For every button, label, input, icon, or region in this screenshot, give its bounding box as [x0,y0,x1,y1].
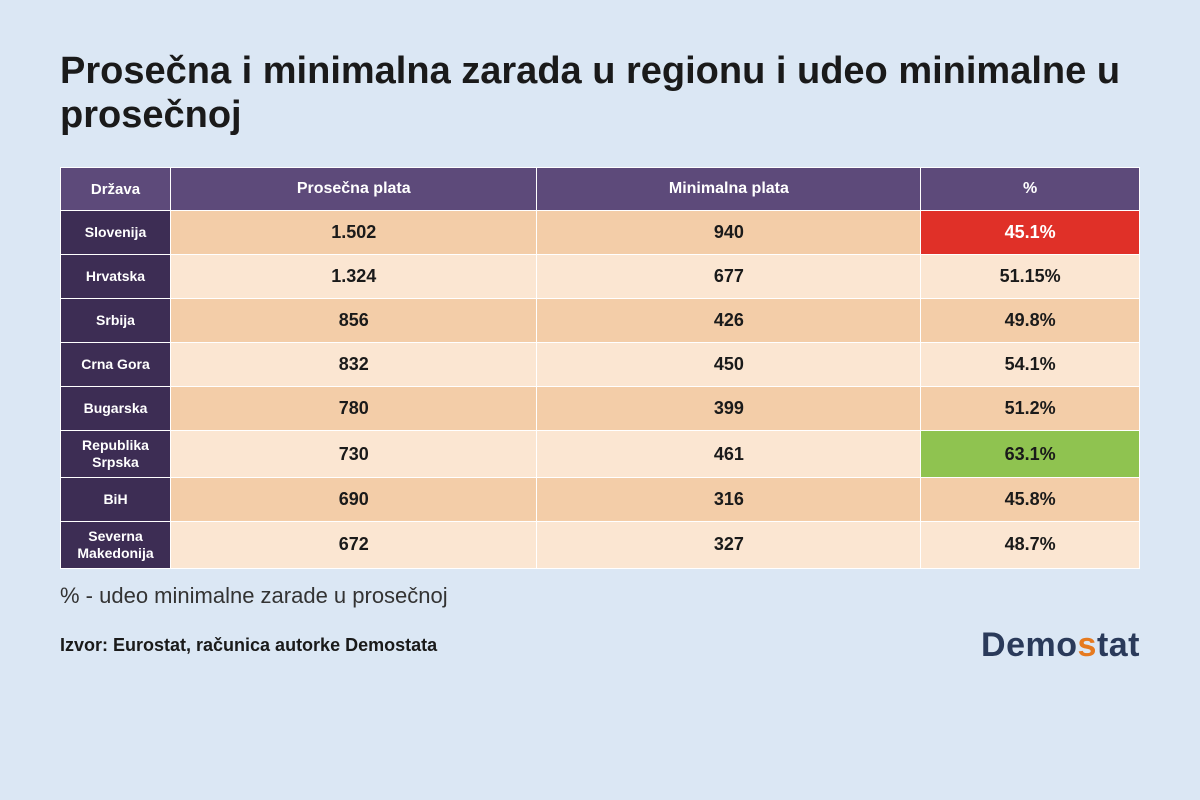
table-header-row: Država Prosečna plata Minimalna plata % [61,168,1140,211]
pct-cell: 63.1% [921,431,1140,478]
pct-cell: 49.8% [921,299,1140,343]
avg-cell: 856 [171,299,537,343]
country-cell: Slovenija [61,211,171,255]
logo-accent: s [1078,626,1097,664]
logo-prefix: Demo [981,626,1077,664]
min-cell: 316 [537,477,921,521]
avg-cell: 730 [171,431,537,478]
country-cell: Severna Makedonija [61,521,171,568]
table-row: Crna Gora83245054.1% [61,343,1140,387]
table-row: Hrvatska1.32467751.15% [61,255,1140,299]
min-cell: 450 [537,343,921,387]
col-header-avg: Prosečna plata [171,168,537,211]
pct-cell: 45.8% [921,477,1140,521]
min-cell: 677 [537,255,921,299]
source-line: Izvor: Eurostat, računica autorke Demost… [60,635,1140,656]
min-cell: 426 [537,299,921,343]
country-cell: Srbija [61,299,171,343]
table-row: Srbija85642649.8% [61,299,1140,343]
table-row: Slovenija1.50294045.1% [61,211,1140,255]
pct-cell: 48.7% [921,521,1140,568]
country-cell: Hrvatska [61,255,171,299]
footnote: % - udeo minimalne zarade u prosečnoj [60,583,1140,609]
min-cell: 940 [537,211,921,255]
page-title: Prosečna i minimalna zarada u regionu i … [60,50,1140,137]
country-cell: Republika Srpska [61,431,171,478]
country-cell: BiH [61,477,171,521]
pct-cell: 54.1% [921,343,1140,387]
country-cell: Bugarska [61,387,171,431]
avg-cell: 1.502 [171,211,537,255]
table-row: Bugarska78039951.2% [61,387,1140,431]
pct-cell: 51.2% [921,387,1140,431]
table-row: Republika Srpska73046163.1% [61,431,1140,478]
avg-cell: 832 [171,343,537,387]
min-cell: 461 [537,431,921,478]
pct-cell: 51.15% [921,255,1140,299]
min-cell: 327 [537,521,921,568]
col-header-min: Minimalna plata [537,168,921,211]
demostat-logo: Demostat [981,626,1140,665]
avg-cell: 780 [171,387,537,431]
avg-cell: 690 [171,477,537,521]
avg-cell: 1.324 [171,255,537,299]
avg-cell: 672 [171,521,537,568]
table-row: BiH69031645.8% [61,477,1140,521]
min-cell: 399 [537,387,921,431]
pct-cell: 45.1% [921,211,1140,255]
table-row: Severna Makedonija67232748.7% [61,521,1140,568]
logo-suffix: tat [1097,626,1140,664]
wage-table: Država Prosečna plata Minimalna plata % … [60,167,1140,568]
col-header-pct: % [921,168,1140,211]
country-cell: Crna Gora [61,343,171,387]
col-header-country: Država [61,168,171,211]
